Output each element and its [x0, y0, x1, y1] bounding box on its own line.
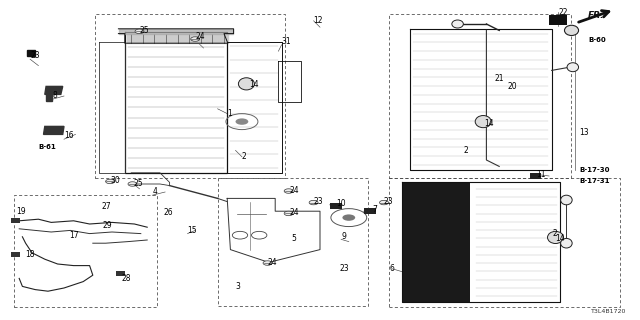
Polygon shape: [46, 94, 52, 101]
Text: 8: 8: [52, 92, 57, 100]
Circle shape: [191, 37, 200, 41]
Text: 11: 11: [536, 170, 546, 179]
Text: 23: 23: [30, 52, 40, 60]
Bar: [389, 178, 620, 307]
Circle shape: [284, 189, 293, 193]
Ellipse shape: [561, 195, 572, 205]
FancyBboxPatch shape: [530, 173, 541, 179]
Ellipse shape: [548, 231, 564, 244]
Text: 29: 29: [102, 221, 112, 230]
Text: 2: 2: [242, 152, 246, 161]
Text: 1: 1: [227, 109, 232, 118]
Polygon shape: [44, 126, 64, 134]
Text: 30: 30: [110, 176, 120, 185]
Bar: [95, 14, 285, 178]
Text: 31: 31: [282, 37, 291, 46]
Text: 14: 14: [556, 234, 565, 243]
Text: 16: 16: [64, 132, 74, 140]
Bar: [11, 252, 20, 257]
Text: 3: 3: [236, 282, 241, 291]
FancyBboxPatch shape: [330, 203, 342, 209]
Circle shape: [309, 200, 318, 205]
Circle shape: [106, 179, 115, 184]
Text: 22: 22: [558, 8, 568, 17]
Ellipse shape: [564, 25, 579, 36]
Text: 18: 18: [26, 250, 35, 259]
Text: B-17-31: B-17-31: [579, 178, 610, 184]
Text: 5: 5: [291, 234, 296, 243]
Text: 14: 14: [484, 119, 493, 128]
Text: T3L4B1720: T3L4B1720: [591, 308, 626, 314]
Text: 21: 21: [494, 74, 504, 83]
Text: B-17-30: B-17-30: [579, 167, 610, 172]
Text: 24: 24: [289, 186, 299, 195]
Polygon shape: [27, 50, 35, 56]
Circle shape: [135, 29, 144, 34]
Text: 7: 7: [372, 205, 378, 214]
Text: 25: 25: [133, 180, 143, 188]
Circle shape: [380, 200, 388, 205]
Bar: [218, 178, 368, 306]
Ellipse shape: [561, 238, 572, 248]
Bar: [11, 218, 20, 223]
Text: 23: 23: [314, 197, 323, 206]
Bar: [403, 183, 470, 302]
FancyBboxPatch shape: [364, 208, 376, 214]
Bar: [389, 14, 571, 178]
Text: 13: 13: [579, 128, 589, 137]
Text: 19: 19: [16, 207, 26, 216]
Text: 20: 20: [508, 82, 517, 91]
Text: B-61: B-61: [38, 144, 56, 150]
Bar: [549, 15, 567, 25]
Text: 17: 17: [69, 231, 79, 240]
Text: 25: 25: [140, 26, 149, 35]
Polygon shape: [45, 86, 63, 94]
Bar: [14, 195, 157, 307]
Text: 28: 28: [122, 274, 131, 283]
Text: B-60: B-60: [589, 37, 607, 43]
Text: 14: 14: [250, 80, 259, 89]
Ellipse shape: [452, 20, 463, 28]
Text: 9: 9: [341, 232, 346, 241]
Text: 4: 4: [152, 188, 157, 196]
Bar: [116, 271, 125, 276]
Text: 15: 15: [188, 226, 197, 235]
Text: 24: 24: [289, 208, 299, 217]
Ellipse shape: [238, 78, 255, 90]
Circle shape: [342, 214, 355, 221]
Text: 6: 6: [389, 264, 394, 273]
Text: 2: 2: [464, 146, 468, 155]
Text: 23: 23: [339, 264, 349, 273]
Circle shape: [263, 261, 272, 265]
Text: 10: 10: [336, 199, 346, 208]
Text: FR.: FR.: [588, 11, 604, 20]
Text: 24: 24: [268, 258, 277, 267]
Text: 2: 2: [552, 229, 557, 238]
Text: 23: 23: [384, 197, 394, 206]
Text: 27: 27: [101, 202, 111, 211]
Ellipse shape: [475, 116, 492, 128]
Text: 12: 12: [314, 16, 323, 25]
Ellipse shape: [567, 63, 579, 72]
Circle shape: [236, 118, 248, 125]
Circle shape: [128, 182, 137, 186]
Text: 24: 24: [195, 32, 205, 41]
Circle shape: [284, 211, 293, 216]
Text: 26: 26: [163, 208, 173, 217]
